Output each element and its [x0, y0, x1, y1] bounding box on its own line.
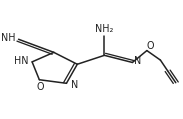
Text: N: N	[134, 56, 141, 66]
Text: O: O	[146, 41, 154, 51]
Text: NH: NH	[1, 33, 16, 43]
Text: NH₂: NH₂	[95, 24, 114, 34]
Text: N: N	[71, 80, 78, 90]
Text: HN: HN	[14, 56, 29, 66]
Text: O: O	[36, 82, 44, 92]
